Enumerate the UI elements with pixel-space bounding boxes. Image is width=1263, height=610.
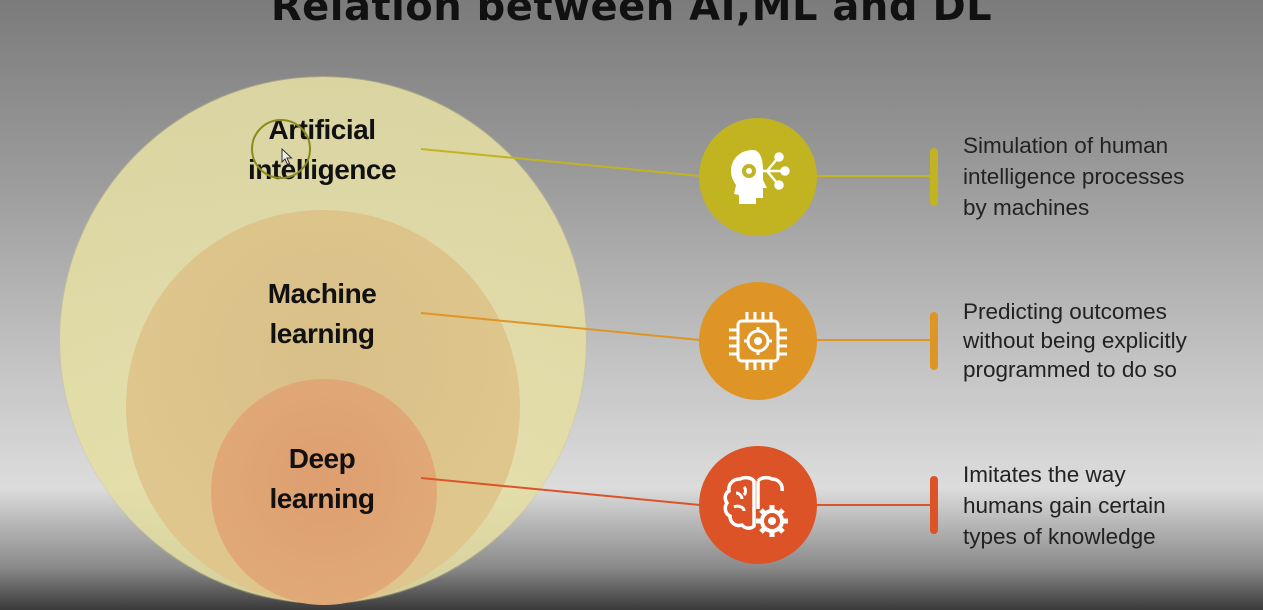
dl-description: Imitates the way humans gain certain typ… [963,462,1166,549]
page-title: Relation between AI,ML and DL [270,0,993,30]
dl-circle-label: Deep learning [269,443,375,514]
dl-circle [211,379,437,605]
chip-gear-icon [699,282,817,400]
mouse-pointer-icon [281,148,293,166]
brain-gear-icon [699,446,817,564]
ai-head-circuit-icon [699,118,817,236]
ml-circle-label: Machine learning [267,278,377,349]
ai-description: Simulation of human intelligence process… [963,133,1185,220]
dl-accent-bar [930,476,938,534]
ai-accent-bar [930,148,938,206]
ml-description: Predicting outcomes without being explic… [963,299,1187,382]
ai-circle-label: Artificial intelligence [247,114,397,185]
cursor-highlight-ring [251,119,311,179]
ml-accent-bar [930,312,938,370]
